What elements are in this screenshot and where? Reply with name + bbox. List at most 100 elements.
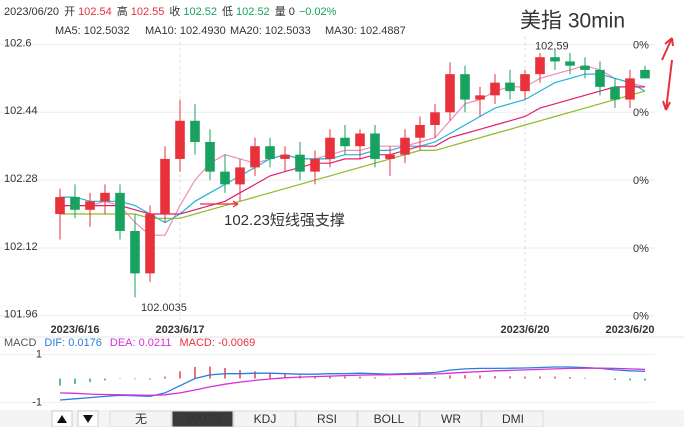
header-label: 开 <box>64 6 75 18</box>
tab-label: WR <box>441 412 461 426</box>
candle-body <box>100 192 110 202</box>
legend-entry: MA30: 102.4887 <box>325 25 406 37</box>
right-percent-label: 0% <box>633 311 649 323</box>
candle-body <box>55 197 65 215</box>
x-tick-label: 2023/6/17 <box>156 324 205 336</box>
macd-legend: MACD DIF: 0.0176 DEA: 0.0211 MACD: -0.0069 <box>4 337 255 349</box>
ma-line <box>60 90 646 219</box>
ma-line <box>60 86 645 215</box>
candle-body <box>475 95 485 100</box>
y-tick-label: 102.28 <box>4 173 38 185</box>
right-percent-label: 0% <box>633 107 649 119</box>
candle-body <box>430 112 440 126</box>
tab-label: KDJ <box>254 412 277 426</box>
candle-body <box>580 65 590 70</box>
max-label: 102.59 <box>535 41 569 53</box>
x-tick-label: 2023/6/20 <box>501 324 550 336</box>
candle-body <box>85 201 95 210</box>
candle-body <box>130 230 140 274</box>
candle-body <box>235 167 245 185</box>
candle-body <box>625 78 635 100</box>
header-value: 102.54 <box>78 6 112 18</box>
y-tick-label: 101.96 <box>4 309 38 321</box>
candle-body <box>535 57 545 75</box>
candle-body <box>385 154 395 159</box>
y-tick-label: 102.44 <box>4 105 38 117</box>
candle-body <box>295 154 305 172</box>
header-label: 高 <box>117 4 128 18</box>
candle-body <box>520 74 530 92</box>
up-icon <box>57 415 67 423</box>
header-value: 102.55 <box>131 6 165 18</box>
ma-line <box>60 65 646 236</box>
candle-body <box>460 74 470 100</box>
tab-label: BOLL <box>374 412 405 426</box>
candle-body <box>280 154 290 159</box>
tab-label: RSI <box>317 412 337 426</box>
right-percent-label: 0% <box>633 39 649 51</box>
header-change: −0.02% <box>299 6 337 18</box>
candle-body <box>340 137 350 147</box>
header-label: 量 <box>275 5 286 18</box>
candle-body <box>415 125 425 138</box>
tab-label: MACD <box>185 412 221 426</box>
header-label: 低 <box>222 5 233 18</box>
trend-arrows <box>661 37 674 111</box>
candle-body <box>565 61 575 66</box>
candle-body <box>160 158 170 215</box>
header-value: 102.52 <box>236 6 270 18</box>
legend-entry: MA20: 102.5033 <box>230 25 311 37</box>
candle-body <box>490 82 500 96</box>
tab[interactable] <box>233 410 296 427</box>
header-info: 2023/06/20 开 102.54 高 102.55 收 102.52 低 102.52 量 0… <box>4 4 337 18</box>
header-date: 2023/06/20 <box>4 6 59 18</box>
y-tick-label: 102.6 <box>4 37 32 49</box>
tab[interactable] <box>357 410 420 427</box>
candle-body <box>220 171 230 185</box>
candle-body <box>145 214 155 274</box>
support-annotation: 102.23短线强支撑 <box>224 212 345 229</box>
right-percent-label: 0% <box>633 175 649 187</box>
candle-body <box>355 133 365 147</box>
tab[interactable] <box>481 410 544 427</box>
x-tick-label: 2023/6/20 <box>606 324 655 336</box>
tab[interactable] <box>295 410 358 427</box>
legend-entry: MA10: 102.4930 <box>145 25 226 37</box>
candle-body <box>595 69 605 87</box>
candle-body <box>175 120 185 159</box>
right-percent-label: 0% <box>633 243 649 255</box>
candle-body <box>250 146 260 168</box>
macd-line <box>59 367 646 396</box>
header-value: 102.52 <box>183 6 217 18</box>
tab-label: DMI <box>502 412 524 426</box>
tab-label: 无 <box>135 412 147 426</box>
candle-body <box>265 146 275 159</box>
candle-body <box>640 69 650 79</box>
candle-body <box>190 120 200 142</box>
candle-body <box>610 86 620 100</box>
tab[interactable] <box>419 410 482 427</box>
candle-body <box>325 137 335 159</box>
legend-entry: MACD: -0.0069 <box>179 337 255 349</box>
chart-title: 美指 30min <box>520 10 625 33</box>
min-label: 102.0035 <box>141 302 187 314</box>
y-tick-label: 102.12 <box>4 241 38 253</box>
candle-body <box>550 57 560 62</box>
macd-title: MACD <box>4 337 36 349</box>
candle-body <box>445 74 455 113</box>
legend-entry: DEA: 0.0211 <box>110 337 172 349</box>
tab[interactable] <box>109 410 172 427</box>
candle-body <box>505 82 515 92</box>
y-tick-label: -1 <box>32 396 42 408</box>
candle-body <box>70 197 80 210</box>
legend-entry: DIF: 0.0176 <box>44 337 101 349</box>
candle-body <box>370 133 380 159</box>
tab[interactable] <box>171 410 234 427</box>
legend-entry: MA5: 102.5032 <box>55 25 130 37</box>
down-icon <box>83 415 93 423</box>
header-value: 0 <box>289 6 295 18</box>
header-label: 收 <box>169 4 180 18</box>
x-tick-label: 2023/6/16 <box>51 324 100 336</box>
candle-body <box>115 192 125 231</box>
